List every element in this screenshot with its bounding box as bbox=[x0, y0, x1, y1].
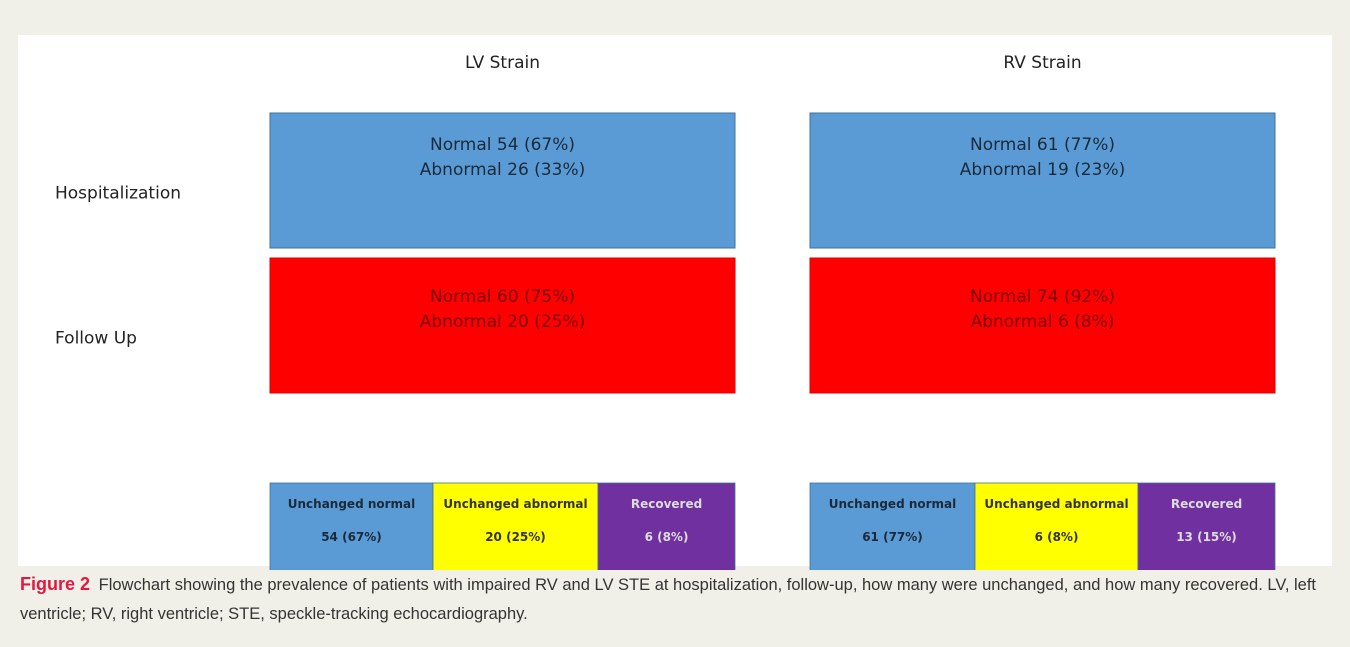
status-box bbox=[269, 257, 736, 394]
status-text: Normal 74 (92%) bbox=[970, 287, 1115, 307]
outcome-label: Recovered bbox=[1171, 497, 1242, 511]
status-box bbox=[269, 112, 736, 249]
outcome-label: Unchanged normal bbox=[288, 497, 416, 511]
outcome-value: 20 (25%) bbox=[485, 530, 546, 544]
outcome-value: 13 (15%) bbox=[1176, 530, 1237, 544]
outcome-box bbox=[597, 482, 736, 570]
outcome-box bbox=[809, 482, 976, 570]
outcome-value: 54 (67%) bbox=[321, 530, 382, 544]
caption: Figure 2 Flowchart showing the prevalenc… bbox=[20, 570, 1332, 629]
status-text: Normal 54 (67%) bbox=[430, 135, 575, 155]
status-text: Abnormal 20 (25%) bbox=[420, 312, 585, 332]
outcome-label: Unchanged abnormal bbox=[984, 497, 1128, 511]
outcome-label: Unchanged normal bbox=[829, 497, 957, 511]
column-header: RV Strain bbox=[1003, 53, 1081, 73]
status-text: Abnormal 19 (23%) bbox=[960, 160, 1125, 180]
outcome-box bbox=[974, 482, 1139, 570]
flowchart: LV Strain RV Strain Hospitalization Follow … bbox=[55, 53, 1276, 570]
outcome-box bbox=[432, 482, 599, 570]
outcome-value: 6 (8%) bbox=[645, 530, 689, 544]
status-text: Normal 61 (77%) bbox=[970, 135, 1115, 155]
outcome-box bbox=[1137, 482, 1276, 570]
outcome-label: Recovered bbox=[631, 497, 702, 511]
outcome-value: 6 (8%) bbox=[1035, 530, 1079, 544]
status-box bbox=[809, 112, 1276, 249]
status-text: Abnormal 26 (33%) bbox=[420, 160, 585, 180]
caption-text: Flowchart showing the prevalence of pati… bbox=[20, 576, 1317, 623]
outcome-label: Unchanged abnormal bbox=[443, 497, 587, 511]
row-label: Follow Up bbox=[55, 329, 137, 349]
column-header: LV Strain bbox=[465, 53, 540, 73]
status-text: Normal 60 (75%) bbox=[430, 287, 575, 307]
row-label: Hospitalization bbox=[55, 184, 181, 204]
caption-label: Figure 2 bbox=[20, 574, 91, 594]
outcome-value: 61 (77%) bbox=[862, 530, 923, 544]
status-box bbox=[809, 257, 1276, 394]
status-text: Abnormal 6 (8%) bbox=[971, 312, 1115, 332]
outcome-box bbox=[269, 482, 434, 570]
